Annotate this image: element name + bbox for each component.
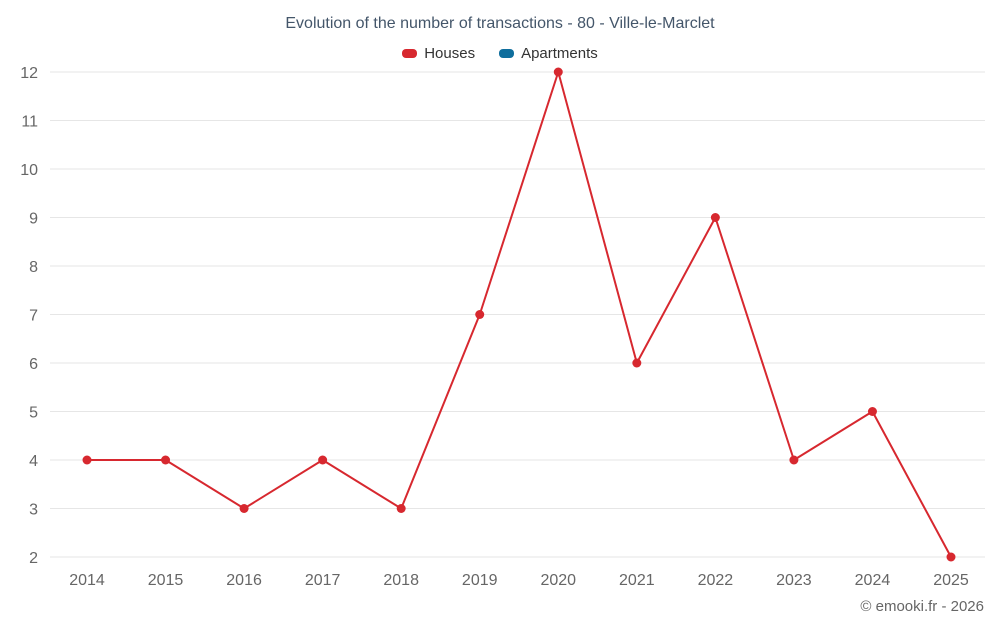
x-tick-label: 2024 [855,572,891,589]
y-axis-labels: 2 3 4 5 6 7 8 9 10 11 12 [20,65,38,567]
houses-point-2015[interactable] [161,455,171,465]
houses-point-2019[interactable] [475,310,485,319]
x-tick-label: 2022 [698,572,734,589]
y-tick-label: 5 [29,405,38,422]
houses-point-2018[interactable] [396,504,406,513]
apartments-swatch-icon [499,49,515,58]
y-tick-label: 6 [29,356,38,373]
legend-label-houses: Houses [424,45,476,62]
x-tick-label: 2021 [619,572,655,589]
y-tick-label: 3 [29,502,38,519]
legend: Houses Apartments [0,45,1000,62]
x-tick-label: 2019 [462,572,498,589]
grid-lines [50,71,985,558]
houses-point-2024[interactable] [867,407,877,416]
y-tick-label: 8 [29,259,38,276]
houses-line [86,71,952,558]
copyright: © emooki.fr - 2026 [860,598,984,615]
houses-point-2020[interactable] [553,67,563,77]
houses-point-2014[interactable] [82,455,92,465]
houses-point-2022[interactable] [710,213,720,222]
x-tick-label: 2023 [776,572,812,589]
legend-item-houses[interactable]: Houses [402,45,475,62]
y-tick-label: 2 [29,550,38,567]
x-tick-label: 2025 [933,572,969,589]
x-tick-label: 2018 [383,572,419,589]
x-axis-labels: 2014 2015 2016 2017 2018 2019 2020 2021 2022 2023… [69,572,969,589]
legend-item-apartments[interactable]: Apartments [499,45,598,62]
houses-point-2016[interactable] [239,504,249,513]
x-tick-label: 2017 [305,572,341,589]
x-tick-label: 2014 [69,572,105,589]
x-tick-label: 2015 [148,572,184,589]
legend-label-apartments: Apartments [521,45,598,62]
y-tick-label: 7 [29,308,38,325]
houses-point-2021[interactable] [632,358,642,368]
chart-title: Evolution of the number of transactions … [285,15,715,32]
houses-points [82,67,956,562]
houses-swatch-icon [402,49,418,58]
houses-point-2025[interactable] [946,552,956,562]
y-tick-label: 11 [21,114,38,131]
y-tick-label: 12 [20,65,38,82]
x-tick-label: 2020 [540,572,576,589]
houses-point-2023[interactable] [789,455,799,465]
y-tick-label: 9 [29,211,38,228]
houses-point-2017[interactable] [318,455,328,465]
y-tick-label: 4 [29,453,38,470]
x-tick-label: 2016 [226,572,262,589]
y-tick-label: 10 [20,162,38,179]
